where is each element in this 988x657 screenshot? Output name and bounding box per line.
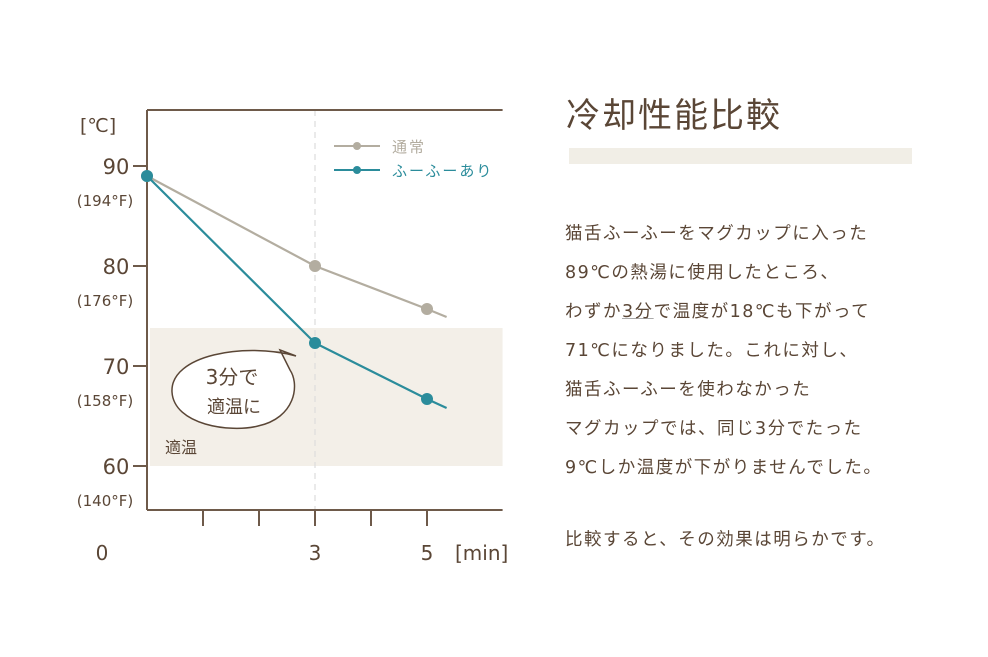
y-tick-label: 70 [103, 355, 130, 379]
x-tick-label: 0 [96, 541, 109, 565]
y-tick-label: 60 [103, 455, 130, 479]
underlined-text: 3分 [622, 302, 654, 322]
description-line: 猫舌ふーふーをマグカップに入った [565, 224, 869, 244]
description-line: 71℃になりました。これに対し、 [565, 341, 859, 361]
text-span: わずか [565, 302, 622, 322]
description: 猫舌ふーふーをマグカップに入った 89℃の熱湯に使用したところ、 わずか3分で温… [565, 215, 882, 488]
band-label: 適温 [165, 438, 197, 457]
callout-line-1: 3分で [206, 365, 259, 389]
data-point-0 [421, 303, 433, 315]
callout-bubble [171, 348, 297, 430]
x-axis-label: [min] [455, 541, 508, 565]
y-tick-label: 80 [103, 255, 130, 279]
data-point-1 [421, 393, 433, 405]
x-tick-label: 5 [421, 541, 434, 565]
x-tick-label: 3 [309, 541, 322, 565]
series-line-1 [146, 175, 448, 409]
description-line: 9℃しか温度が下がりませんでした。 [565, 458, 883, 478]
data-point-1 [309, 337, 321, 349]
description-line: 猫舌ふーふーを使わなかった [565, 380, 812, 400]
legend-label-1: ふーふーあり [392, 162, 493, 180]
y-tick-fahrenheit: (158°F) [77, 392, 133, 410]
conclusion-text: 比較すると、その効果は明らかです。 [565, 530, 886, 550]
legend-marker-1 [353, 166, 361, 174]
data-point-1 [141, 170, 153, 182]
y-tick-label: 90 [103, 155, 130, 179]
y-axis-label: [℃] [80, 115, 116, 137]
series-line-0 [146, 175, 448, 319]
y-tick-fahrenheit: (176°F) [77, 292, 133, 310]
y-tick-fahrenheit: (194°F) [77, 192, 133, 210]
description-line: 89℃の熱湯に使用したところ、 [565, 263, 840, 283]
cooling-chart: 適温 [℃] 90 (194°F) 80 (176°F) 70 (158°F) 60 (140°F… [77, 109, 508, 565]
description-line: わずか3分で温度が18℃も下がって [565, 293, 882, 332]
description-line: マグカップでは、同じ3分でたった [565, 419, 863, 439]
legend-marker-0 [353, 142, 361, 150]
data-point-0 [309, 260, 321, 272]
legend-label-0: 通常 [392, 138, 426, 156]
callout-line-2: 適温に [207, 397, 261, 418]
y-tick-fahrenheit: (140°F) [77, 492, 133, 510]
page-title: 冷却性能比較 [566, 96, 782, 136]
title-underline-bar [569, 148, 912, 164]
text-span: で温度が18℃も下がって [653, 302, 871, 322]
